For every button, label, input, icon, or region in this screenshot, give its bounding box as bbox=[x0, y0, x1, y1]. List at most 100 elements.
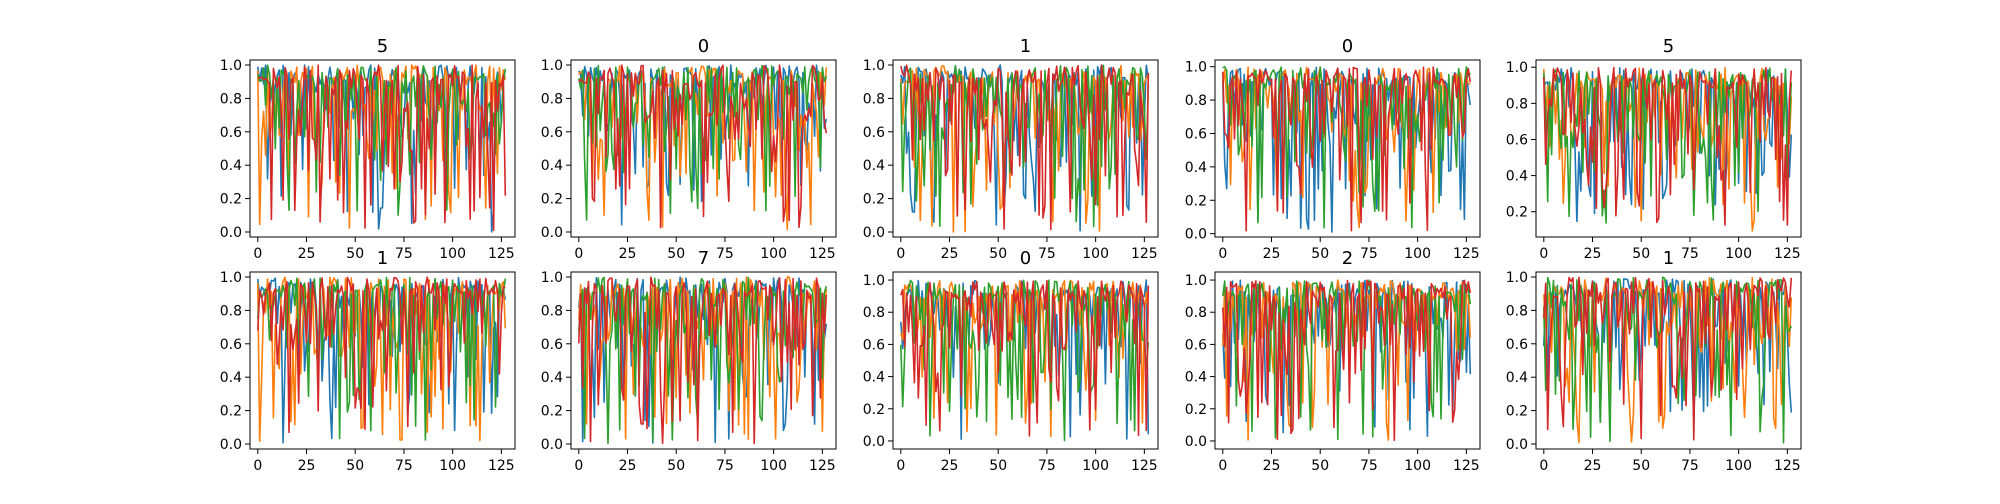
x-tick-label: 25 bbox=[298, 246, 316, 262]
x-tick-label: 25 bbox=[298, 458, 316, 474]
x-tick-label: 100 bbox=[439, 458, 466, 474]
y-tick-label: 0.8 bbox=[1185, 305, 1207, 321]
x-tick-label: 125 bbox=[1774, 246, 1801, 262]
y-tick-label: 0.6 bbox=[863, 337, 885, 353]
x-tick-label: 25 bbox=[1584, 246, 1602, 262]
subplot-title: 1 bbox=[377, 248, 388, 269]
y-tick-label: 0.4 bbox=[220, 158, 242, 174]
subplot-6: 1 0 25 50 75 100 125 0.0 0.2 0.4 0.6 0.8 1.0 bbox=[220, 248, 516, 474]
y-tick-label: 0.0 bbox=[1185, 227, 1207, 243]
x-tick-label: 125 bbox=[1131, 246, 1158, 262]
y-tick-label: 0.6 bbox=[541, 337, 563, 353]
x-tick-label: 0 bbox=[1539, 458, 1548, 474]
y-tick-label: 0.8 bbox=[1506, 96, 1528, 112]
x-tick-label: 75 bbox=[716, 458, 734, 474]
x-tick-label: 100 bbox=[760, 246, 787, 262]
series-line-4 bbox=[900, 64, 1150, 231]
x-tick-label: 50 bbox=[989, 458, 1007, 474]
x-tick-label: 125 bbox=[809, 458, 836, 474]
y-tick-label: 0.8 bbox=[541, 303, 563, 319]
y-tick-label: 0.2 bbox=[863, 192, 885, 208]
x-tick-label: 100 bbox=[1404, 246, 1431, 262]
x-tick-label: 25 bbox=[941, 458, 959, 474]
subplot-4: 0 0 25 50 75 100 125 0.0 0.2 0.4 0.6 0.8 1.0 bbox=[1185, 36, 1481, 262]
y-tick-label: 0.4 bbox=[1506, 169, 1528, 185]
y-tick-label: 0.4 bbox=[1185, 160, 1207, 176]
y-tick-label: 0.2 bbox=[863, 402, 885, 418]
y-tick-label: 0.2 bbox=[220, 192, 242, 208]
x-tick-label: 125 bbox=[488, 246, 515, 262]
y-tick-label: 0.0 bbox=[541, 225, 563, 241]
x-tick-label: 0 bbox=[574, 246, 583, 262]
y-tick-label: 0.4 bbox=[541, 158, 563, 174]
x-tick-label: 50 bbox=[1632, 246, 1650, 262]
y-tick-label: 1.0 bbox=[1506, 60, 1528, 76]
y-tick-label: 1.0 bbox=[1185, 60, 1207, 76]
x-tick-label: 0 bbox=[1539, 246, 1548, 262]
y-tick-label: 0.6 bbox=[541, 125, 563, 141]
y-tick-label: 0.6 bbox=[1185, 126, 1207, 142]
x-tick-label: 75 bbox=[716, 246, 734, 262]
x-tick-label: 75 bbox=[1681, 458, 1699, 474]
x-tick-label: 0 bbox=[253, 246, 262, 262]
x-tick-label: 0 bbox=[574, 458, 583, 474]
y-tick-label: 0.2 bbox=[1185, 193, 1207, 209]
x-tick-label: 100 bbox=[760, 458, 787, 474]
x-tick-label: 75 bbox=[1038, 246, 1056, 262]
subplot-title: 5 bbox=[1663, 36, 1674, 57]
subplot-7: 7 0 25 50 75 100 125 0.0 0.2 0.4 0.6 0.8 1.0 bbox=[541, 248, 837, 474]
x-tick-label: 125 bbox=[1774, 458, 1801, 474]
y-tick-label: 0.2 bbox=[1506, 404, 1528, 420]
x-tick-label: 100 bbox=[1725, 246, 1752, 262]
y-tick-label: 1.0 bbox=[541, 270, 563, 286]
subplot-9: 2 0 25 50 75 100 125 0.0 0.2 0.4 0.6 0.8 1.0 bbox=[1185, 248, 1481, 474]
series-line-4 bbox=[257, 64, 507, 231]
x-tick-label: 75 bbox=[1038, 458, 1056, 474]
x-tick-label: 25 bbox=[619, 246, 637, 262]
x-tick-label: 75 bbox=[1681, 246, 1699, 262]
series-line-2 bbox=[578, 65, 828, 231]
y-tick-label: 0.6 bbox=[1506, 132, 1528, 148]
y-tick-label: 0.4 bbox=[863, 158, 885, 174]
axes-frame bbox=[1535, 271, 1802, 450]
x-tick-label: 100 bbox=[1082, 458, 1109, 474]
x-tick-label: 25 bbox=[1263, 246, 1281, 262]
axes-frame bbox=[1214, 59, 1481, 238]
subplot-title: 5 bbox=[377, 36, 388, 57]
subplot-10: 1 0 25 50 75 100 125 0.0 0.2 0.4 0.6 0.8 1.0 bbox=[1506, 248, 1802, 474]
x-tick-label: 25 bbox=[941, 246, 959, 262]
y-tick-label: 0.8 bbox=[220, 303, 242, 319]
y-tick-label: 1.0 bbox=[220, 58, 242, 74]
axes-frame bbox=[570, 59, 837, 238]
x-tick-label: 50 bbox=[1632, 458, 1650, 474]
y-tick-label: 0.6 bbox=[220, 337, 242, 353]
y-tick-label: 0.4 bbox=[863, 370, 885, 386]
subplot-title: 2 bbox=[1342, 248, 1353, 269]
x-tick-label: 50 bbox=[1311, 458, 1329, 474]
x-tick-label: 75 bbox=[1360, 246, 1378, 262]
y-tick-label: 0.2 bbox=[1506, 205, 1528, 221]
axes-frame bbox=[249, 271, 516, 450]
x-tick-label: 25 bbox=[1263, 458, 1281, 474]
x-tick-label: 0 bbox=[1218, 246, 1227, 262]
series-line-4 bbox=[1543, 276, 1793, 441]
series-line-3 bbox=[578, 276, 828, 445]
y-tick-label: 0.4 bbox=[220, 370, 242, 386]
axes-frame bbox=[892, 59, 1159, 238]
subplot-2: 0 0 25 50 75 100 125 0.0 0.2 0.4 0.6 0.8 1.0 bbox=[541, 36, 837, 262]
x-tick-label: 100 bbox=[1725, 458, 1752, 474]
y-tick-label: 0.8 bbox=[220, 91, 242, 107]
series-line-4 bbox=[1222, 279, 1472, 441]
x-tick-label: 75 bbox=[395, 458, 413, 474]
y-tick-label: 0.0 bbox=[220, 437, 242, 453]
x-tick-label: 100 bbox=[1404, 458, 1431, 474]
y-tick-label: 0.2 bbox=[220, 404, 242, 420]
axes-frame bbox=[1535, 59, 1802, 238]
x-tick-label: 50 bbox=[667, 458, 685, 474]
y-tick-label: 0.8 bbox=[1185, 93, 1207, 109]
y-tick-label: 1.0 bbox=[220, 270, 242, 286]
y-tick-label: 0.4 bbox=[1506, 370, 1528, 386]
subplot-title: 0 bbox=[698, 36, 709, 57]
